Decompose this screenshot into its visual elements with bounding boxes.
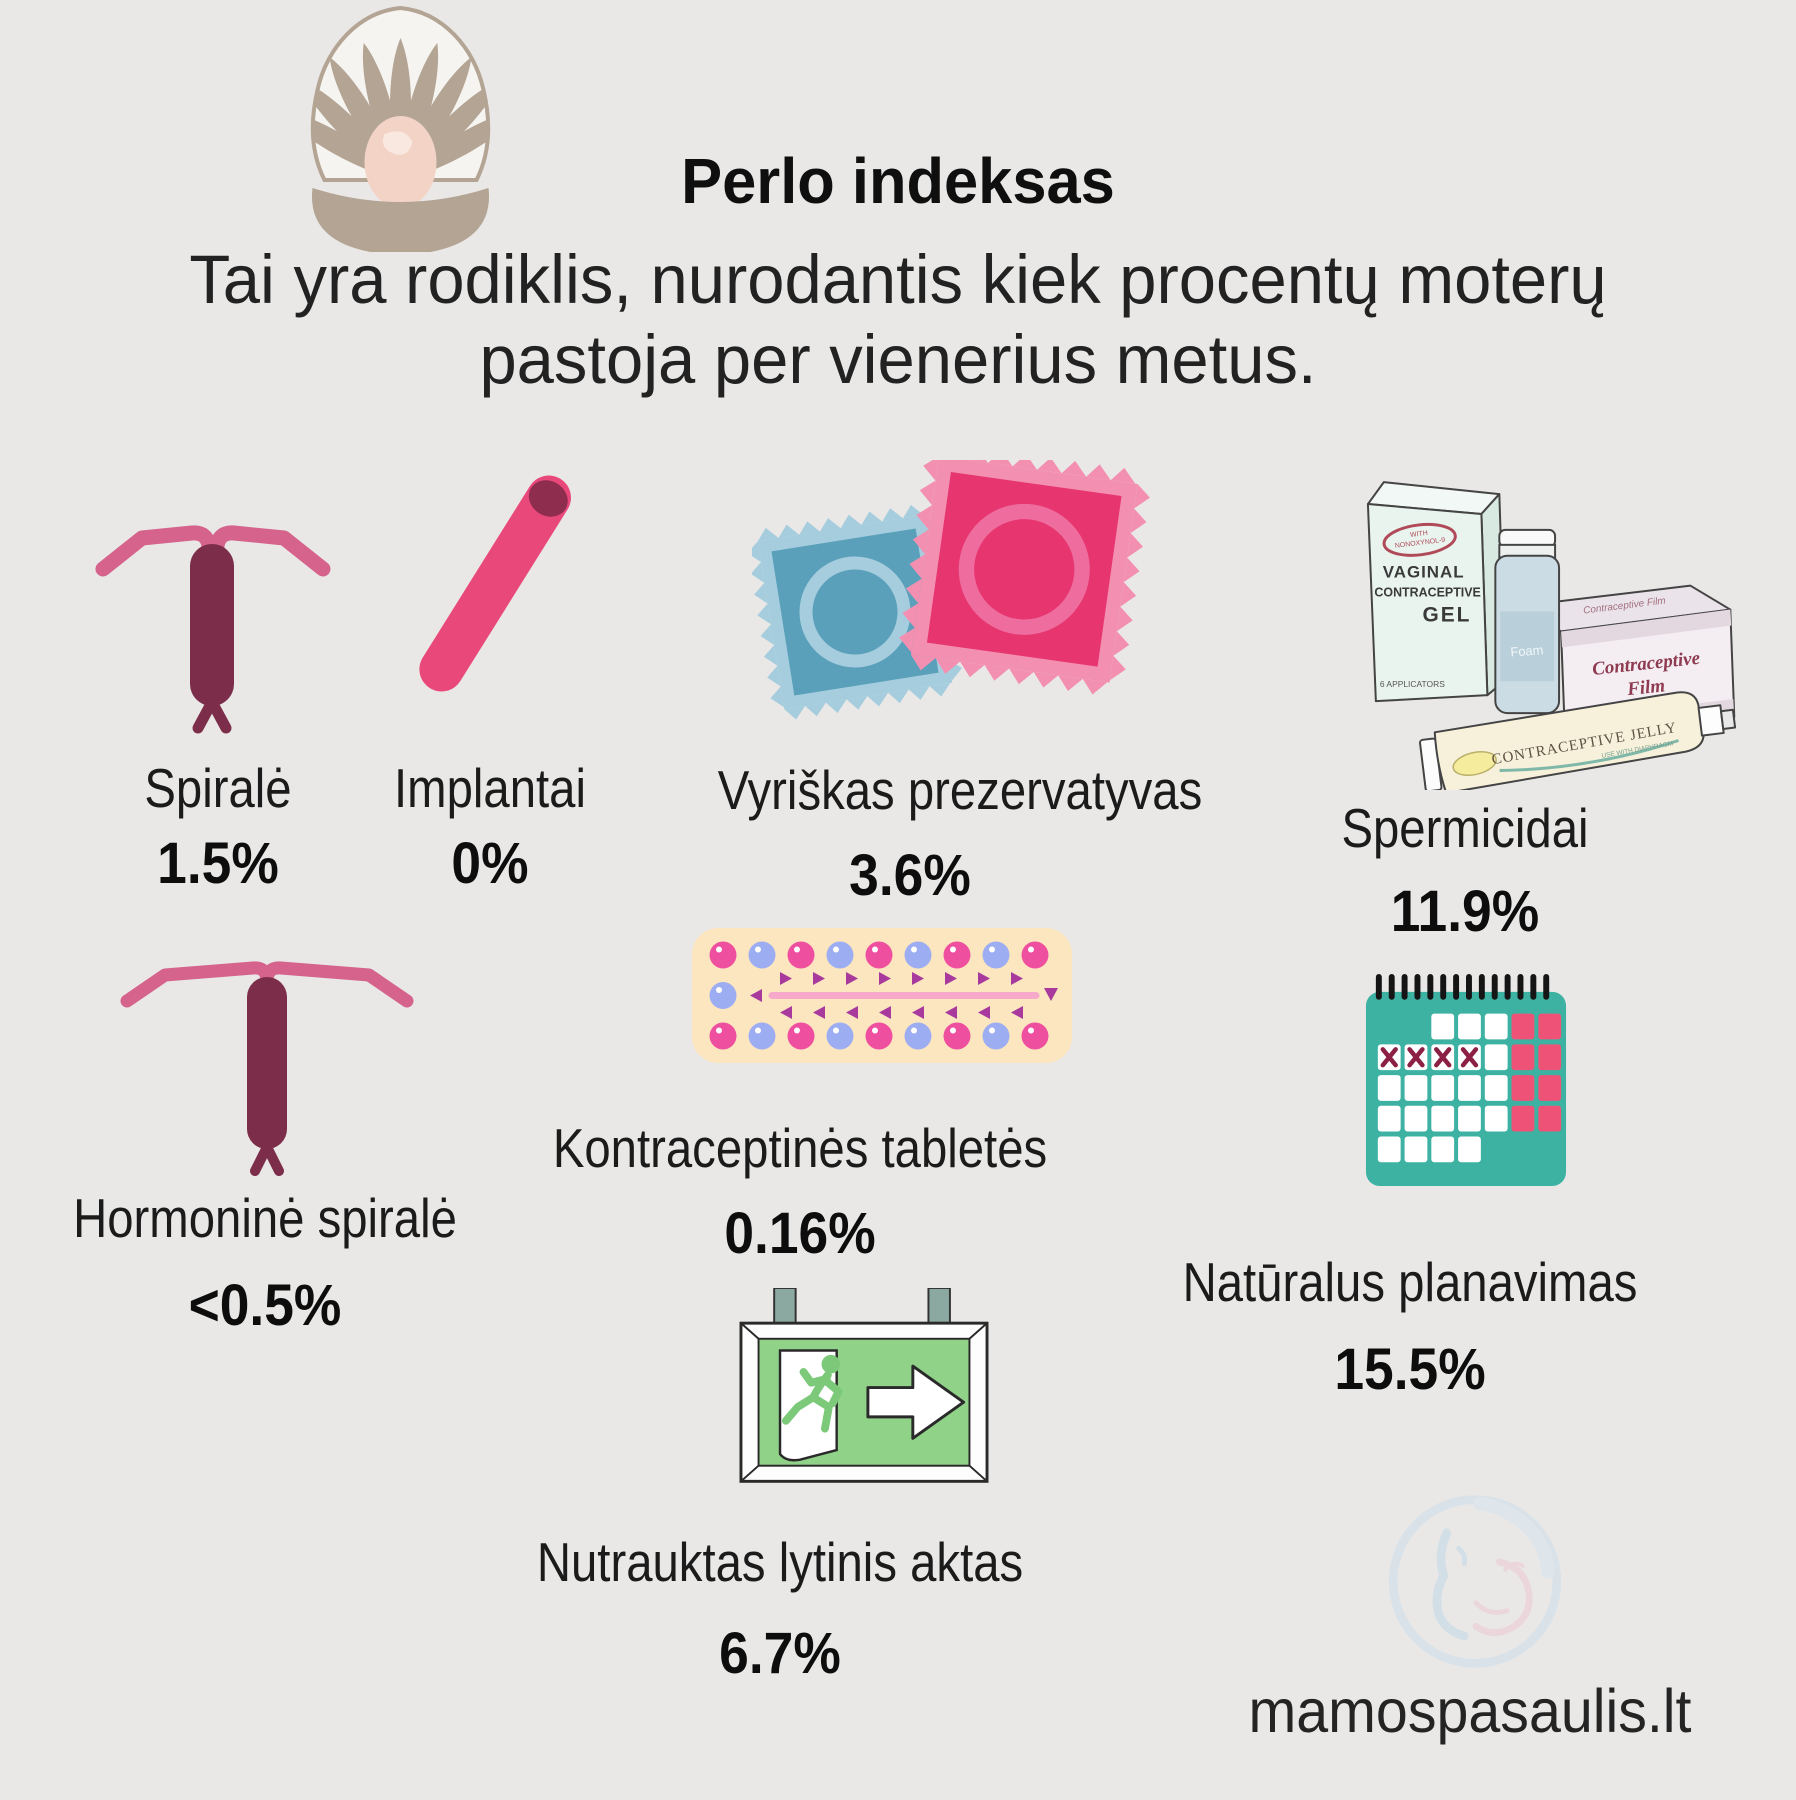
method-value-nutrauktas: 6.7%	[719, 1621, 841, 1686]
pill-row-bottom	[709, 1022, 1049, 1050]
calendar-x-marks	[1380, 1047, 1479, 1068]
subtitle-line2: pastoja per vienerius metus.	[479, 321, 1317, 398]
pearl	[364, 116, 437, 208]
page-title: Perlo indeksas	[681, 145, 1115, 217]
calendar-icon	[1365, 974, 1567, 1186]
calendar-binding	[1375, 974, 1550, 1000]
method-label-naturalus: Natūralus planavimas	[1182, 1251, 1638, 1313]
method-label-implantai: Implantai	[394, 757, 586, 819]
foam-bottle: Foam	[1494, 528, 1561, 715]
method-label-hormonine: Hormoninė spiralė	[73, 1187, 457, 1249]
pearl-highlight	[382, 131, 413, 155]
pill-row-middle	[709, 972, 1058, 1019]
method-value-prezervatyvas: 3.6%	[849, 843, 971, 908]
exit-arrow	[866, 1364, 966, 1440]
method-value-hormonine: <0.5%	[188, 1273, 342, 1338]
method-label-nutrauktas: Nutrauktas lytinis aktas	[536, 1531, 1024, 1593]
condom-blue	[752, 504, 963, 720]
svg-text:VAGINAL: VAGINAL	[1383, 563, 1465, 582]
svg-text:CONTRACEPTIVE: CONTRACEPTIVE	[1374, 586, 1480, 600]
hormonal-iud-icon	[120, 961, 414, 1176]
pill-row-top	[709, 941, 1049, 969]
method-value-implantai: 0%	[451, 831, 529, 896]
shell-bowl	[311, 188, 490, 252]
pearl-shell-icon	[310, 5, 491, 252]
condom-pink	[899, 460, 1150, 695]
exit-sign-icon	[739, 1288, 989, 1483]
calendar-cells	[1377, 1013, 1562, 1163]
subtitle-line1: Tai yra rodiklis, nurodantis kiek procen…	[189, 241, 1607, 318]
method-value-tabletes: 0.16%	[724, 1201, 876, 1266]
condom-wrappers-icon	[752, 460, 1150, 720]
svg-text:6 APPLICATORS: 6 APPLICATORS	[1380, 679, 1445, 689]
pill-pack-icon	[692, 928, 1072, 1063]
method-label-spermicidai: Spermicidai	[1341, 797, 1589, 859]
method-label-prezervatyvas: Vyriškas prezervatyvas	[717, 759, 1203, 821]
spermicide-products-icon: WITH NONOXYNOL-9 VAGINAL CONTRACEPTIVE G…	[1366, 481, 1737, 790]
mamospasaulis-watermark-logo	[1388, 1495, 1562, 1668]
copper-iud-icon	[95, 525, 331, 734]
method-value-spermicidai: 11.9%	[1390, 879, 1540, 944]
svg-text:WITH: WITH	[1410, 530, 1428, 539]
svg-text:GEL: GEL	[1423, 604, 1472, 627]
site-url: mamospasaulis.lt	[1248, 1677, 1692, 1745]
svg-text:Foam: Foam	[1510, 642, 1544, 659]
method-value-spirale: 1.5%	[157, 831, 279, 896]
method-value-naturalus: 15.5%	[1334, 1337, 1486, 1402]
running-man	[781, 1354, 843, 1433]
implant-rod-icon	[419, 475, 571, 692]
method-label-tabletes: Kontraceptinės tabletės	[552, 1117, 1048, 1179]
method-label-spirale: Spiralė	[144, 757, 292, 819]
gel-box: WITH NONOXYNOL-9 VAGINAL CONTRACEPTIVE G…	[1366, 481, 1507, 703]
